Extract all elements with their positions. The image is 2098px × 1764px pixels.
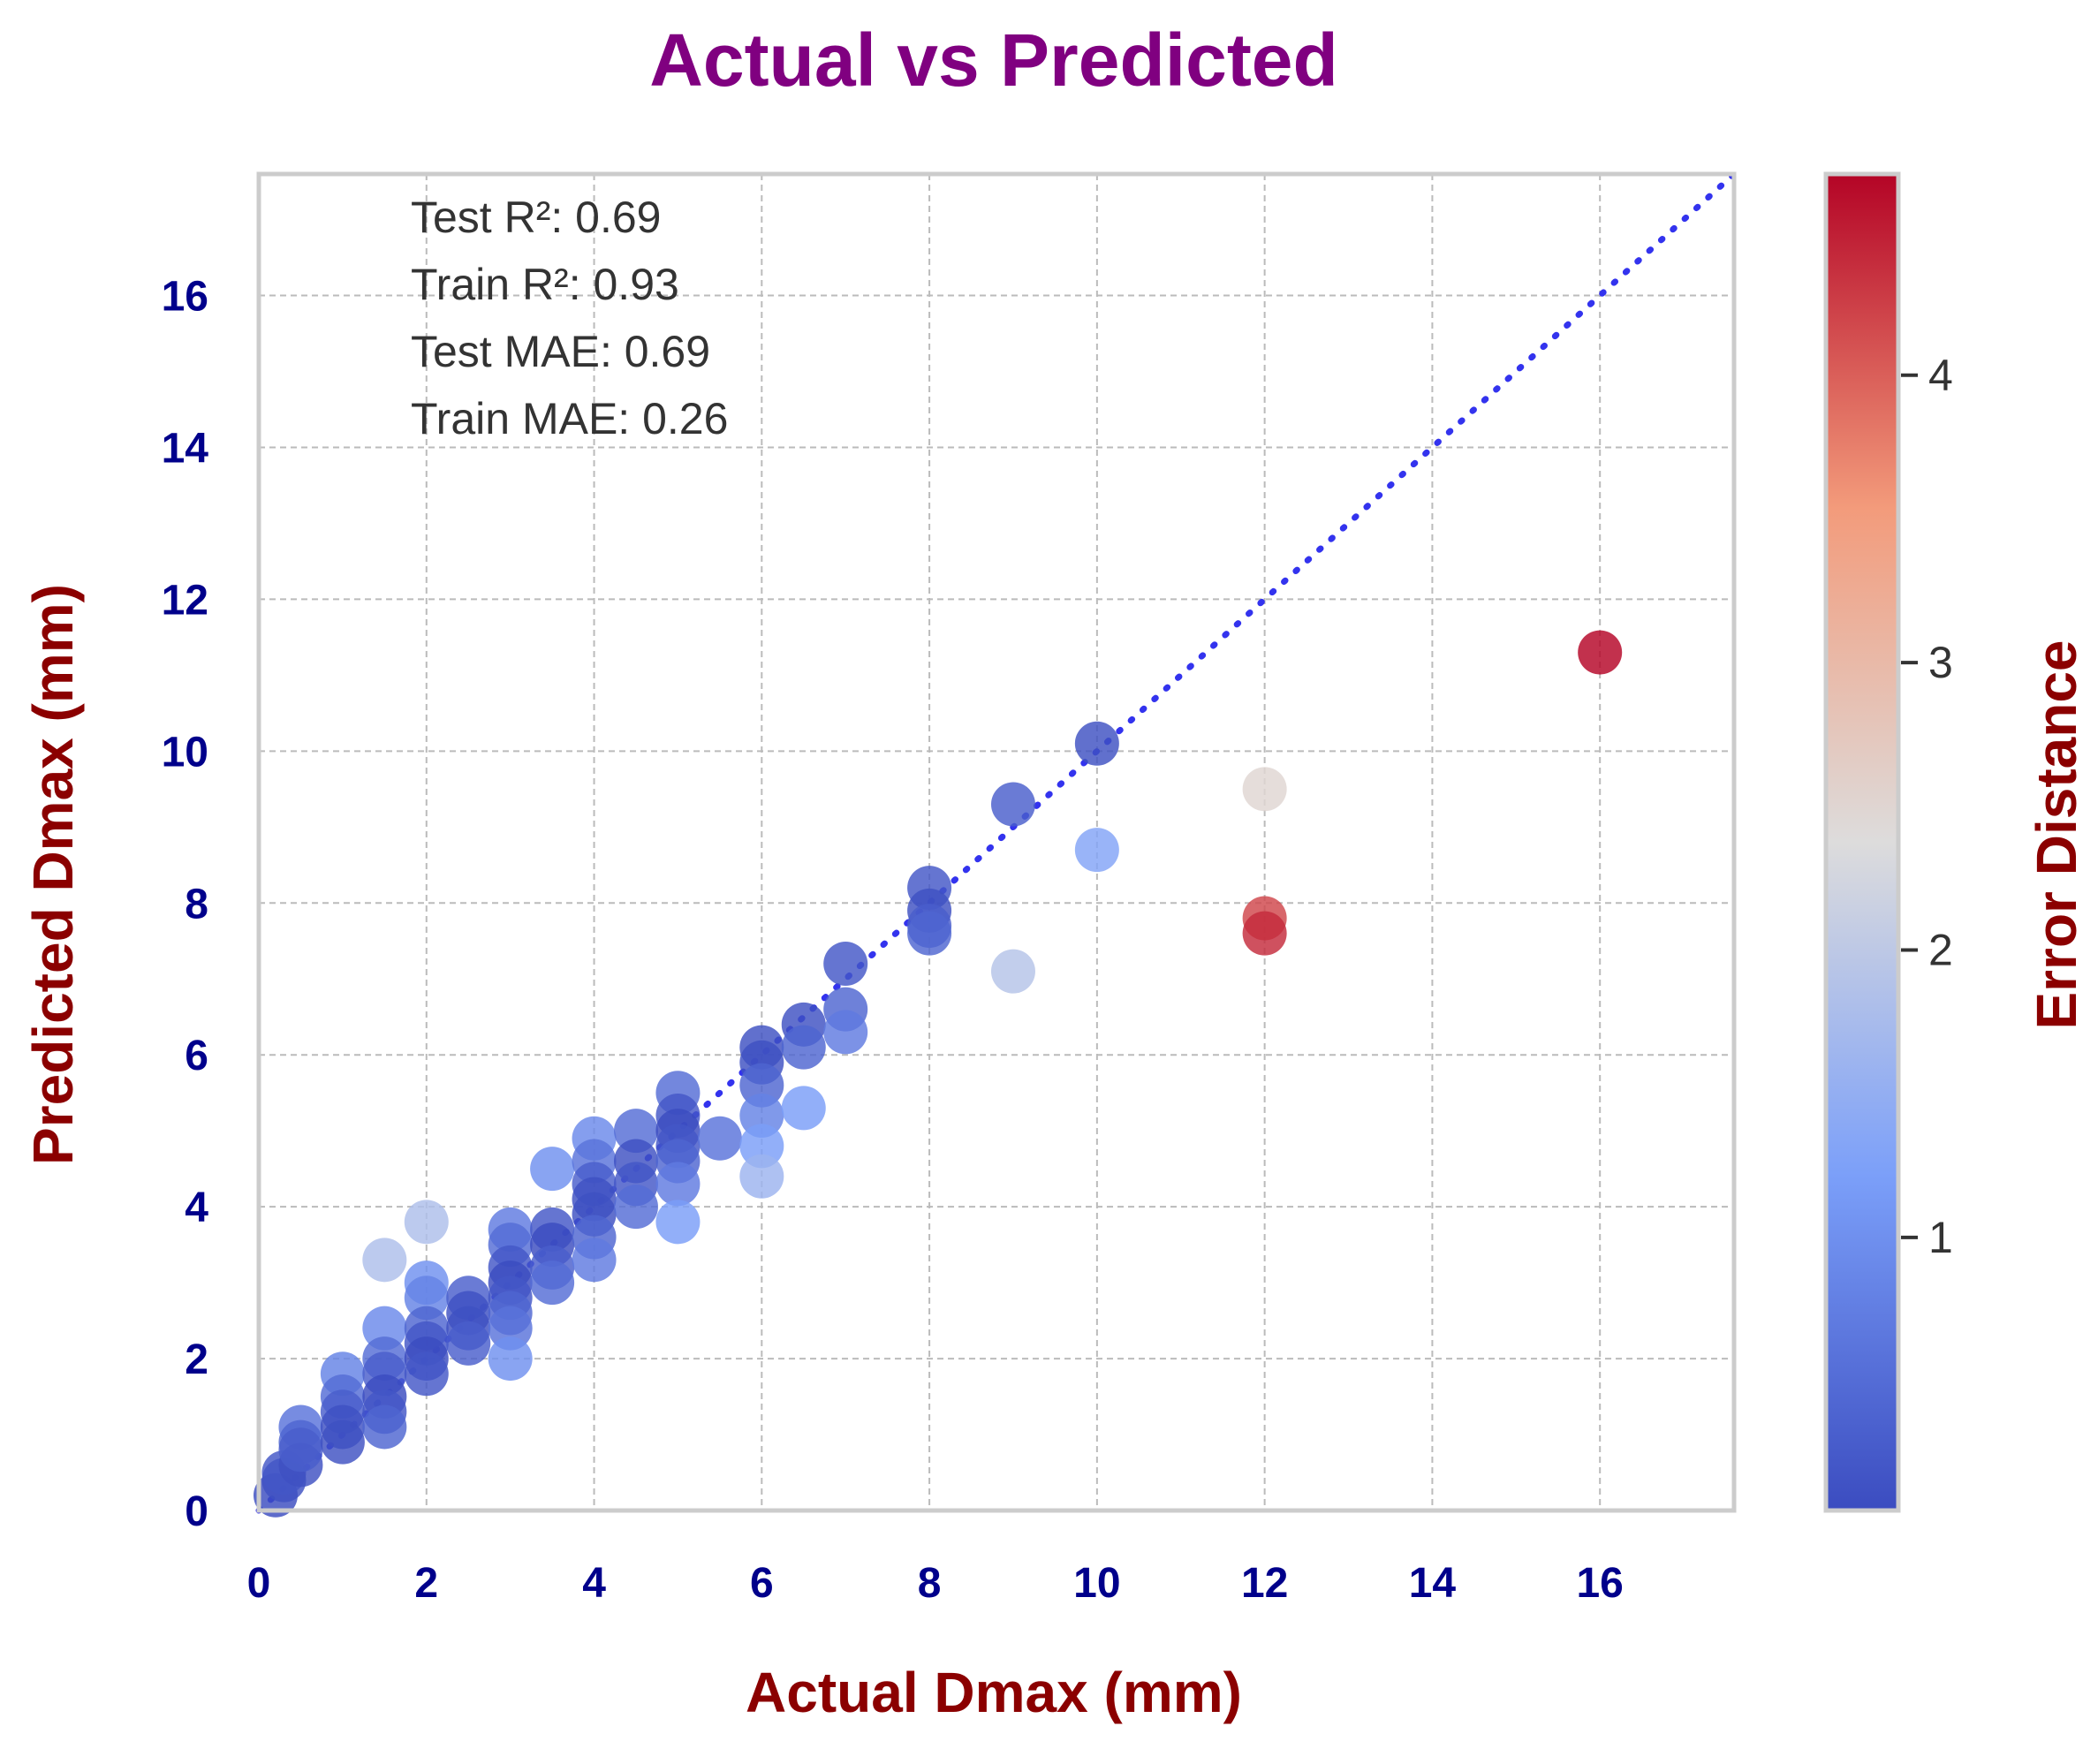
x-tick-label: 16	[1576, 1560, 1623, 1607]
scatter-point	[1074, 828, 1119, 873]
scatter-point	[320, 1420, 365, 1465]
scatter-point	[446, 1321, 491, 1366]
scatter-point	[1242, 767, 1287, 812]
y-tick-label: 12	[162, 577, 208, 624]
y-tick-labels: 0 2 4 6 8 10 12 14 16	[162, 274, 209, 1535]
colorbar	[1823, 171, 1901, 1513]
stat-train-r2: Train R²: 0.93	[411, 260, 679, 309]
stat-test-mae: Test MAE: 0.69	[411, 327, 710, 376]
scatter-point	[655, 1200, 701, 1245]
scatter-point	[739, 1124, 784, 1169]
scatter-point	[781, 1025, 826, 1070]
scatter-point	[613, 1109, 658, 1154]
x-tick-label: 0	[247, 1560, 271, 1607]
y-tick-label: 0	[185, 1488, 208, 1535]
x-axis-label: Actual Dmax (mm)	[746, 1661, 1242, 1724]
x-tick-label: 2	[414, 1560, 438, 1607]
scatter-point	[572, 1238, 617, 1283]
scatter-point	[278, 1427, 323, 1473]
scatter-point	[990, 782, 1035, 827]
y-tick-label: 14	[162, 425, 209, 472]
scatter-point	[1242, 911, 1287, 956]
scatter-point	[1074, 721, 1119, 766]
colorbar-tick-label: 3	[1928, 638, 1953, 687]
scatter-point	[823, 942, 868, 987]
scatter-point	[823, 1010, 868, 1055]
x-tick-label: 8	[918, 1560, 942, 1607]
colorbar-tick-label: 4	[1928, 351, 1953, 400]
scatter-point	[739, 1154, 784, 1199]
scatter-point	[488, 1306, 533, 1351]
colorbar-tick-label: 1	[1928, 1213, 1953, 1262]
stat-train-mae: Train MAE: 0.26	[411, 394, 728, 443]
y-tick-label: 8	[185, 881, 208, 927]
scatter-point	[613, 1185, 658, 1230]
scatter-point	[655, 1162, 701, 1207]
scatter-point	[990, 949, 1035, 994]
y-tick-label: 4	[185, 1185, 208, 1231]
x-tick-label: 10	[1073, 1560, 1120, 1607]
scatter-point	[404, 1351, 449, 1397]
scatter-point	[488, 1336, 533, 1382]
scatter-points	[253, 630, 1623, 1518]
y-tick-label: 10	[162, 729, 208, 776]
x-tick-label: 4	[582, 1560, 606, 1607]
scatter-point	[530, 1147, 575, 1192]
colorbar-tick-label: 2	[1928, 926, 1953, 975]
plot-area-frame	[256, 171, 1737, 1513]
x-tick-label: 6	[750, 1560, 774, 1607]
scatter-point	[697, 1116, 742, 1161]
scatter-point	[404, 1276, 449, 1321]
scatter-point	[739, 1093, 784, 1138]
scatter-point	[362, 1238, 407, 1283]
scatter-point	[404, 1200, 449, 1245]
y-tick-label: 2	[185, 1336, 208, 1383]
x-tick-label: 12	[1241, 1560, 1288, 1607]
stats-annotation: Test R²: 0.69 Train R²: 0.93 Test MAE: 0…	[411, 193, 728, 443]
scatter-point	[907, 911, 952, 956]
y-tick-label: 16	[162, 274, 208, 321]
x-tick-label: 14	[1409, 1560, 1457, 1607]
scatter-point	[781, 1086, 826, 1131]
colorbar-label: Error Distance	[2025, 640, 2088, 1029]
colorbar-ticks: 1 2 3 4	[1901, 351, 1953, 1262]
stat-test-r2: Test R²: 0.69	[411, 193, 661, 242]
scatter-point	[739, 1063, 784, 1108]
chart-title: Actual vs Predicted	[649, 19, 1338, 102]
scatter-point	[362, 1306, 407, 1351]
scatter-point	[1578, 630, 1623, 675]
y-tick-label: 6	[185, 1033, 208, 1079]
scatter-point	[362, 1404, 407, 1450]
y-axis-label: Predicted Dmax (mm)	[21, 584, 85, 1165]
x-tick-labels: 0 2 4 6 8 10 12 14 16	[247, 1560, 1624, 1607]
scatter-point	[530, 1261, 575, 1306]
